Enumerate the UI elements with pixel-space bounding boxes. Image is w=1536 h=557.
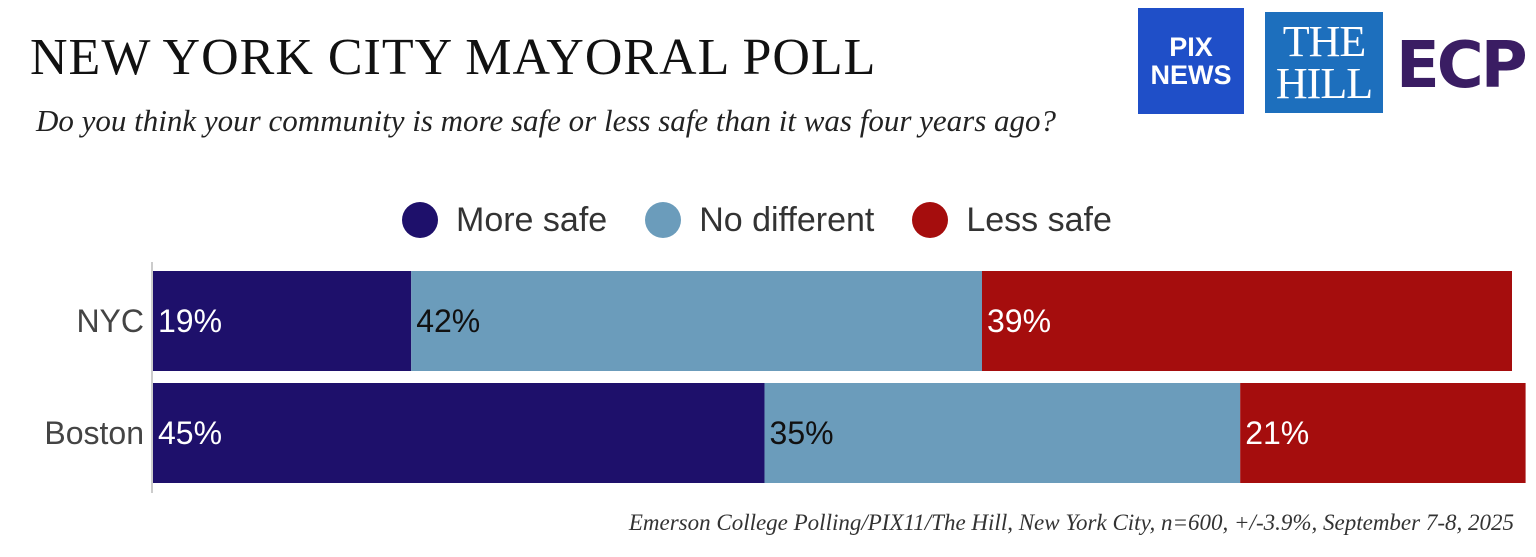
legend-label-no-different: No different bbox=[699, 200, 875, 239]
source-note: Emerson College Polling/PIX11/The Hill, … bbox=[628, 510, 1514, 535]
legend-swatch-more-safe bbox=[402, 202, 438, 238]
logo-group: PIX NEWS THE HILL ECP bbox=[1138, 8, 1534, 114]
data-label-nyc-no-different: 42% bbox=[416, 303, 480, 339]
legend-item-less-safe: Less safe bbox=[912, 201, 1112, 240]
category-label-nyc: NYC bbox=[76, 303, 144, 339]
bar-nyc-less-safe bbox=[981, 271, 1512, 371]
category-label-boston: Boston bbox=[44, 415, 144, 451]
chart-title: NEW YORK CITY MAYORAL POLL bbox=[30, 29, 877, 86]
ecp-logo: ECP bbox=[1396, 29, 1528, 103]
bar-nyc-no-different bbox=[411, 271, 982, 371]
chart-legend: More safe No different Less safe bbox=[402, 198, 1150, 242]
hill-logo-line2: HILL bbox=[1275, 58, 1373, 108]
data-label-boston-no-different: 35% bbox=[770, 415, 834, 451]
data-label-nyc-less-safe: 39% bbox=[987, 303, 1051, 339]
data-label-nyc-more-safe: 19% bbox=[158, 303, 222, 339]
data-label-boston-less-safe: 21% bbox=[1245, 415, 1309, 451]
legend-swatch-no-different bbox=[645, 202, 682, 238]
news-logo-text: NEWS bbox=[1150, 60, 1232, 90]
bar-boston-less-safe bbox=[1240, 383, 1526, 483]
chart-subtitle: Do you think your community is more safe… bbox=[36, 103, 1057, 138]
pix11-news-logo: PIX NEWS bbox=[1138, 8, 1244, 114]
bar-boston-more-safe bbox=[153, 383, 765, 483]
data-label-boston-more-safe: 45% bbox=[158, 415, 222, 451]
bar-boston-no-different bbox=[764, 383, 1241, 483]
legend-swatch-less-safe bbox=[912, 202, 949, 238]
the-hill-logo: THE HILL bbox=[1265, 12, 1383, 113]
legend-label-more-safe: More safe bbox=[456, 200, 608, 239]
pix-logo-text: PIX bbox=[1169, 32, 1213, 62]
legend-item-more-safe: More safe bbox=[402, 201, 607, 240]
bar-nyc-more-safe bbox=[153, 271, 412, 371]
legend-item-no-different: No different bbox=[645, 201, 874, 240]
hill-logo-line1: THE bbox=[1282, 16, 1367, 66]
legend-label-less-safe: Less safe bbox=[966, 200, 1112, 239]
